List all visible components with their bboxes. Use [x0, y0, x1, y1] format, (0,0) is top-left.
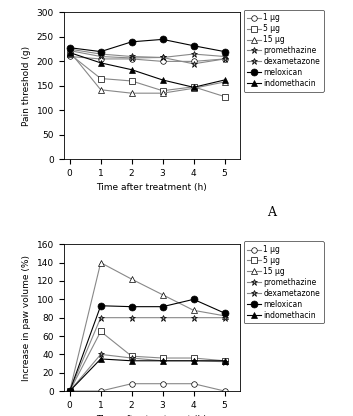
X-axis label: Time after treatment (h): Time after treatment (h) — [96, 415, 207, 416]
X-axis label: Time after treatment (h): Time after treatment (h) — [96, 183, 207, 193]
Y-axis label: Increase in paw volume (%): Increase in paw volume (%) — [22, 255, 31, 381]
Text: A: A — [267, 206, 276, 219]
Y-axis label: Pain threshold (g): Pain threshold (g) — [22, 46, 31, 126]
Legend: 1 μg, 5 μg, 15 μg, promethazine, dexametazone, meloxican, indomethacin: 1 μg, 5 μg, 15 μg, promethazine, dexamet… — [244, 241, 324, 324]
Legend: 1 μg, 5 μg, 15 μg, promethazine, dexametazone, meloxican, indomethacin: 1 μg, 5 μg, 15 μg, promethazine, dexamet… — [244, 10, 324, 92]
